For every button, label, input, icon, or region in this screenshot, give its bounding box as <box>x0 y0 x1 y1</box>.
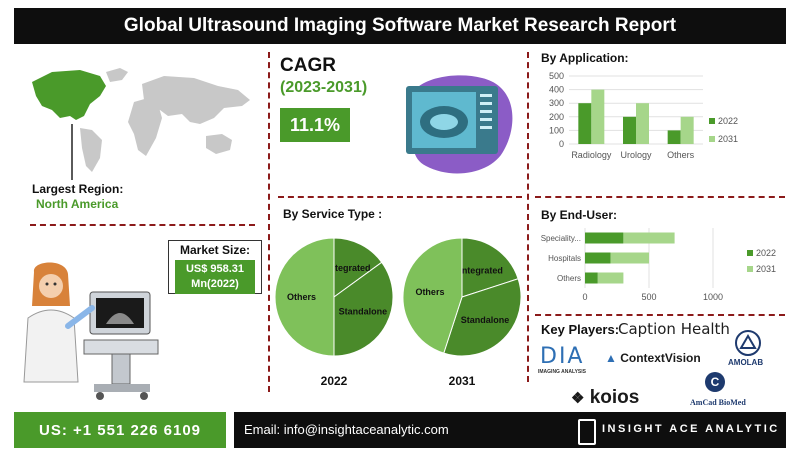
end-user-category-label: Hospitals <box>548 254 581 263</box>
divider-right-horizontal <box>535 196 785 198</box>
market-size-value-line2: Mn(2022) <box>191 278 239 290</box>
application-bar-2022 <box>623 116 636 144</box>
pie-slice-label: Integrated <box>327 263 371 273</box>
application-bar-2022 <box>578 103 592 144</box>
divider-right-lower <box>535 314 785 316</box>
service-type-pie-chart-2031: Integrated Standalone Others 2031 <box>402 237 522 388</box>
application-bar-2022 <box>667 130 681 144</box>
cagr-years: (2023-2031) <box>280 79 368 96</box>
market-size-value: US$ 958.31 Mn(2022) <box>175 260 255 294</box>
pie-slice-standalone <box>333 261 394 357</box>
application-legend-label: 2031 <box>718 134 738 144</box>
ultrasound-screen-image <box>406 75 513 174</box>
dia-logo-subtitle: IMAGING ANALYSIS <box>538 369 586 375</box>
end-user-x-tick-label: 0 <box>582 292 587 302</box>
pie-slice-label: Others <box>287 292 316 302</box>
application-y-tick-label: 400 <box>549 85 564 95</box>
application-category-label: Urology <box>620 150 652 160</box>
application-category-label: Others <box>667 150 695 160</box>
application-y-tick-label: 300 <box>549 98 564 108</box>
pie-slice-others <box>402 237 463 354</box>
pie-slice-label: Standalone <box>339 307 388 317</box>
service-type-pie-chart-2022: Integrated Standalone Others 2022 <box>274 237 394 388</box>
end-user-bar-2031 <box>623 232 675 244</box>
koios-icon: ❖ <box>571 390 585 407</box>
amolab-logo-icon <box>735 330 761 356</box>
divider-middle-horizontal <box>278 196 522 198</box>
market-size-box: Market Size: US$ 958.31 Mn(2022) <box>168 240 262 294</box>
end-user-legend-swatch <box>747 250 753 256</box>
service-type-heading: By Service Type : <box>283 207 383 221</box>
dia-logo: DIA <box>540 344 585 369</box>
application-y-tick-label: 500 <box>549 71 564 81</box>
pie-slice-integrated <box>461 237 519 298</box>
application-bar-2031 <box>680 116 694 144</box>
market-size-value-line1: US$ 958.31 <box>185 263 245 275</box>
footer-brand: INSIGHT ACE ANALYTIC <box>602 423 780 435</box>
application-y-tick-label: 200 <box>549 112 564 122</box>
end-user-x-tick-label: 500 <box>641 292 656 302</box>
doctor-ultrasound-illustration <box>23 262 159 400</box>
pie-slice-integrated <box>333 237 383 298</box>
report-title: Global Ultrasound Imaging Software Marke… <box>14 8 786 44</box>
application-heading: By Application: <box>541 51 629 65</box>
pie-year-label: 2031 <box>449 374 476 388</box>
footer-email: Email: info@insightaceanalytic.com <box>244 422 449 437</box>
koios-logo: ❖ koios <box>571 387 639 409</box>
end-user-legend-swatch <box>747 266 753 272</box>
application-bar-chart: 0 100 200 300 400 500 Radiology Urology Others 20… <box>549 71 738 160</box>
contextvision-logo: ▲ ContextVision <box>605 351 701 365</box>
application-legend-swatch <box>709 136 715 142</box>
end-user-bar-2022 <box>585 232 624 244</box>
footer-phone: US: +1 551 226 6109 <box>14 412 226 448</box>
application-category-label: Radiology <box>571 150 612 160</box>
caption-health-logo: Caption Health <box>618 320 730 338</box>
end-user-bar-2022 <box>585 272 598 284</box>
end-user-legend-label: 2022 <box>756 248 776 258</box>
divider-left-horizontal <box>30 224 255 226</box>
application-y-tick-label: 0 <box>559 139 564 149</box>
divider-left <box>268 52 270 392</box>
largest-region-value: North America <box>36 197 119 211</box>
pie-slice-label: Integrated <box>459 266 503 276</box>
largest-region-label: Largest Region: <box>32 182 124 196</box>
application-legend-swatch <box>709 118 715 124</box>
pie-year-label: 2022 <box>321 374 348 388</box>
cagr-title: CAGR <box>280 55 336 76</box>
end-user-heading: By End-User: <box>541 208 618 222</box>
application-bar-2031 <box>636 103 649 144</box>
end-user-bar-2031 <box>597 272 624 284</box>
cagr-value: 11.1% <box>280 108 350 142</box>
amolab-logo: AMOLAB <box>728 358 764 367</box>
application-legend-label: 2022 <box>718 116 738 126</box>
pie-slice-others <box>274 237 335 357</box>
end-user-category-label: Speciality... <box>541 234 581 243</box>
end-user-legend-label: 2031 <box>756 264 776 274</box>
end-user-bar-2031 <box>610 252 649 264</box>
footer-brand-icon <box>578 419 596 445</box>
key-players-heading: Key Players: <box>541 322 620 337</box>
end-user-bar-2022 <box>585 252 611 264</box>
pie-slice-label: Others <box>415 287 444 297</box>
world-map-image <box>32 68 250 180</box>
contextvision-icon: ▲ <box>605 351 617 365</box>
amcad-logo-icon: C <box>705 372 725 392</box>
end-user-bar-chart: 0 500 1000 Speciality... Hospitals Others 2022… <box>541 228 776 302</box>
application-y-tick-label: 100 <box>549 125 564 135</box>
divider-right <box>527 52 529 382</box>
end-user-category-label: Others <box>557 274 581 283</box>
application-bar-2031 <box>591 89 605 144</box>
amcad-logo: AmCad BioMed <box>690 398 746 407</box>
footer-contact-bar: Email: info@insightaceanalytic.com INSIG… <box>234 412 786 448</box>
end-user-x-tick-label: 1000 <box>703 292 723 302</box>
pie-slice-label: Standalone <box>461 315 510 325</box>
market-size-label: Market Size: <box>179 243 251 257</box>
koios-name: koios <box>589 387 640 408</box>
pie-slice-standalone <box>443 278 522 357</box>
contextvision-name: ContextVision <box>620 351 701 365</box>
